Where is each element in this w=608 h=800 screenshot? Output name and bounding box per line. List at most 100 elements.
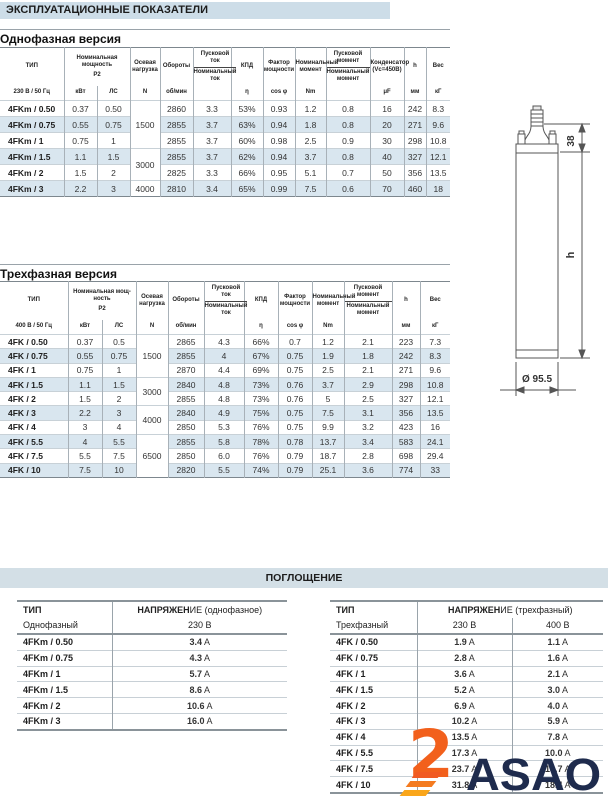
- table-cell: 18: [425, 180, 450, 197]
- three-phase-table-header: ТИП Номинальная мощ-ность P2 Осевая нагр…: [0, 281, 450, 335]
- table-cell: 298: [391, 376, 420, 392]
- nominal-current-label: Номинальный ток: [193, 68, 237, 83]
- table-cell: 63%: [230, 116, 263, 133]
- unit-blank: [343, 320, 392, 335]
- table-cell: 17.3 A: [416, 744, 512, 761]
- unit-nm: Nm: [311, 320, 344, 335]
- row-type-cell: 4FKm / 2: [17, 697, 112, 714]
- row-type-cell: 4FK / 2: [0, 391, 68, 406]
- row-type-cell: 4FK / 3: [0, 405, 68, 421]
- table-cell: 66%: [230, 164, 263, 181]
- unit-blank: [203, 320, 244, 335]
- table-row: 4FK / 1 0.75 1 2870 4.4 69% 0.75 2.5 2.1 271 9.6: [0, 362, 450, 378]
- col-header-rpm: Обороты: [159, 47, 193, 86]
- table-cell: 4.0 A: [511, 697, 603, 714]
- table-cell: 70: [369, 180, 404, 197]
- single-phase-absorption-table-wrap: ТИП НАПРЯЖЕНИЕ (однофазное) Однофазный 2…: [17, 600, 287, 731]
- unit-blank: [192, 86, 231, 101]
- table-cell: 0.75: [63, 132, 97, 149]
- table-cell: 460: [403, 180, 426, 197]
- nominal-current-label: Номинальный ток: [204, 302, 248, 317]
- table-cell: 2.8: [343, 448, 392, 464]
- table-cell: 0.75: [67, 362, 102, 378]
- logo-stripe-icon: [405, 781, 437, 787]
- phase-label: Трехфазный: [336, 620, 389, 631]
- table-cell: 1: [96, 132, 130, 149]
- table-row: 4FK / 2 6.9 A 4.0 A: [330, 697, 603, 714]
- voltage-label-bold: НАПРЯЖЕН: [448, 604, 501, 615]
- table-cell: 8.3: [419, 348, 450, 364]
- start-torque-label: Пусковой момент: [326, 51, 370, 68]
- table-cell: 1.5: [67, 391, 102, 406]
- table-cell: 8.3: [425, 100, 450, 117]
- voltage-label-bold: НАПРЯЖЕН: [137, 604, 190, 615]
- table-cell: 7.5: [294, 180, 326, 197]
- table-cell: 3.7: [294, 148, 326, 165]
- table-cell: 18.4 A: [511, 776, 603, 793]
- table-cell: 1.6 A: [511, 649, 603, 667]
- table-row: 4FKm / 0.75 4.3 A: [17, 649, 287, 667]
- table-cell: 16: [419, 419, 450, 435]
- table-row: 4FK / 1.5 1.1 1.5 3000 2840 4.8 73% 0.76 3.7 2.9 2…: [0, 376, 450, 406]
- row-type-cell: 4FKm / 1.5: [0, 148, 64, 165]
- table-cell: 2840: [167, 376, 204, 392]
- single-phase-spec-table: ТИП Номинальная мощность P2 Осевая нагру…: [0, 47, 450, 197]
- row-type-cell: 4FKm / 0.50: [17, 633, 112, 651]
- voltage-frequency-label: 400 В / 50 Гц: [15, 323, 52, 330]
- row-type-cell: 4FK / 1.5: [0, 376, 68, 392]
- table-row: 4FK / 0.75 2.8 A 1.6 A: [330, 649, 603, 667]
- table-cell: 13.7: [311, 434, 344, 449]
- row-type-cell: 4FK / 7.5: [330, 760, 417, 777]
- table-cell: 0.8: [325, 116, 370, 133]
- table-cell: 0.98: [262, 132, 295, 149]
- table-cell: 9.6: [425, 116, 450, 133]
- col-header-capacitor: Конденсатор (Vc=450B): [369, 47, 409, 86]
- start-current-label: Пусковой ток: [204, 285, 248, 302]
- table-cell: 327: [391, 391, 420, 406]
- table-cell: 3: [96, 180, 130, 197]
- row-type-cell: 4FK / 3: [330, 712, 417, 730]
- table-cell: 0.6: [325, 180, 370, 197]
- table-cell: 7.5: [67, 462, 102, 478]
- col-header-type: ТИП: [23, 604, 42, 615]
- table-row: 4FKm / 1.5 1.1 1.5 3000 2855 3.7 62% 0.94 3.7 0.8…: [0, 148, 450, 181]
- table-cell: 5.5: [67, 448, 102, 464]
- table-cell: 3.0 A: [511, 681, 603, 698]
- single-phase-absorption-body: 4FKm / 0.50 3.4 A 4FKm / 0.75 4.3 A 4FKm / 1…: [17, 633, 287, 730]
- table-row: 4FKm / 3 16.0 A: [17, 712, 287, 730]
- table-cell: 4.8: [203, 391, 244, 406]
- table-cell: 271: [403, 116, 426, 133]
- table-cell: 356: [403, 164, 426, 181]
- col-header-start-current-ratio: Пусковой ток Номинальный ток: [203, 281, 248, 320]
- table-row: 4FKm / 1 5.7 A: [17, 665, 287, 682]
- table-cell: 30: [369, 132, 404, 149]
- row-type-cell: 4FKm / 0.75: [0, 116, 64, 133]
- col-header-power-factor: Фактор мощности: [277, 281, 312, 320]
- table-row: 4FKm / 0.50 0.37 0.50 1500 2860 3.3 53% 0.93 1.2…: [0, 100, 450, 149]
- absorption-section-title: ПОГЛОЩЕНИЕ: [0, 568, 608, 588]
- col-header-weight: Вес: [425, 47, 450, 86]
- table-cell: 1.5: [63, 164, 97, 181]
- table-cell: 2865: [167, 333, 204, 349]
- row-type-cell: 4FK / 10: [0, 462, 68, 478]
- table-cell: 2850: [167, 419, 204, 435]
- table-cell: 2855: [159, 148, 193, 165]
- table-cell: 0.79: [277, 448, 312, 464]
- table-cell: 0.78: [277, 434, 312, 449]
- row-type-cell: 4FK / 0.50: [0, 333, 68, 349]
- table-cell: 5.5: [101, 434, 136, 449]
- unit-hp: ЛС: [96, 86, 130, 101]
- table-cell: 2.5: [294, 132, 326, 149]
- col-header-type: ТИП: [25, 63, 38, 70]
- table-cell: 0.8: [325, 148, 370, 165]
- table-row: 4FK / 7.5 23.7 A 13.7 A: [330, 760, 603, 777]
- table-cell: 2.5: [311, 362, 344, 378]
- page-title: ЭКСПЛУАТАЦИОННЫЕ ПОКАЗАТЕЛИ: [0, 2, 390, 19]
- table-cell: 4.8: [203, 376, 244, 392]
- row-type-cell: 4FK / 0.75: [0, 348, 68, 364]
- table-cell: 2820: [167, 462, 204, 478]
- capacitor-voltage-label: (Vc=450B): [372, 67, 402, 73]
- table-cell: 5.8: [203, 434, 244, 449]
- table-cell: 2850: [167, 448, 204, 464]
- table-cell: 242: [403, 100, 426, 117]
